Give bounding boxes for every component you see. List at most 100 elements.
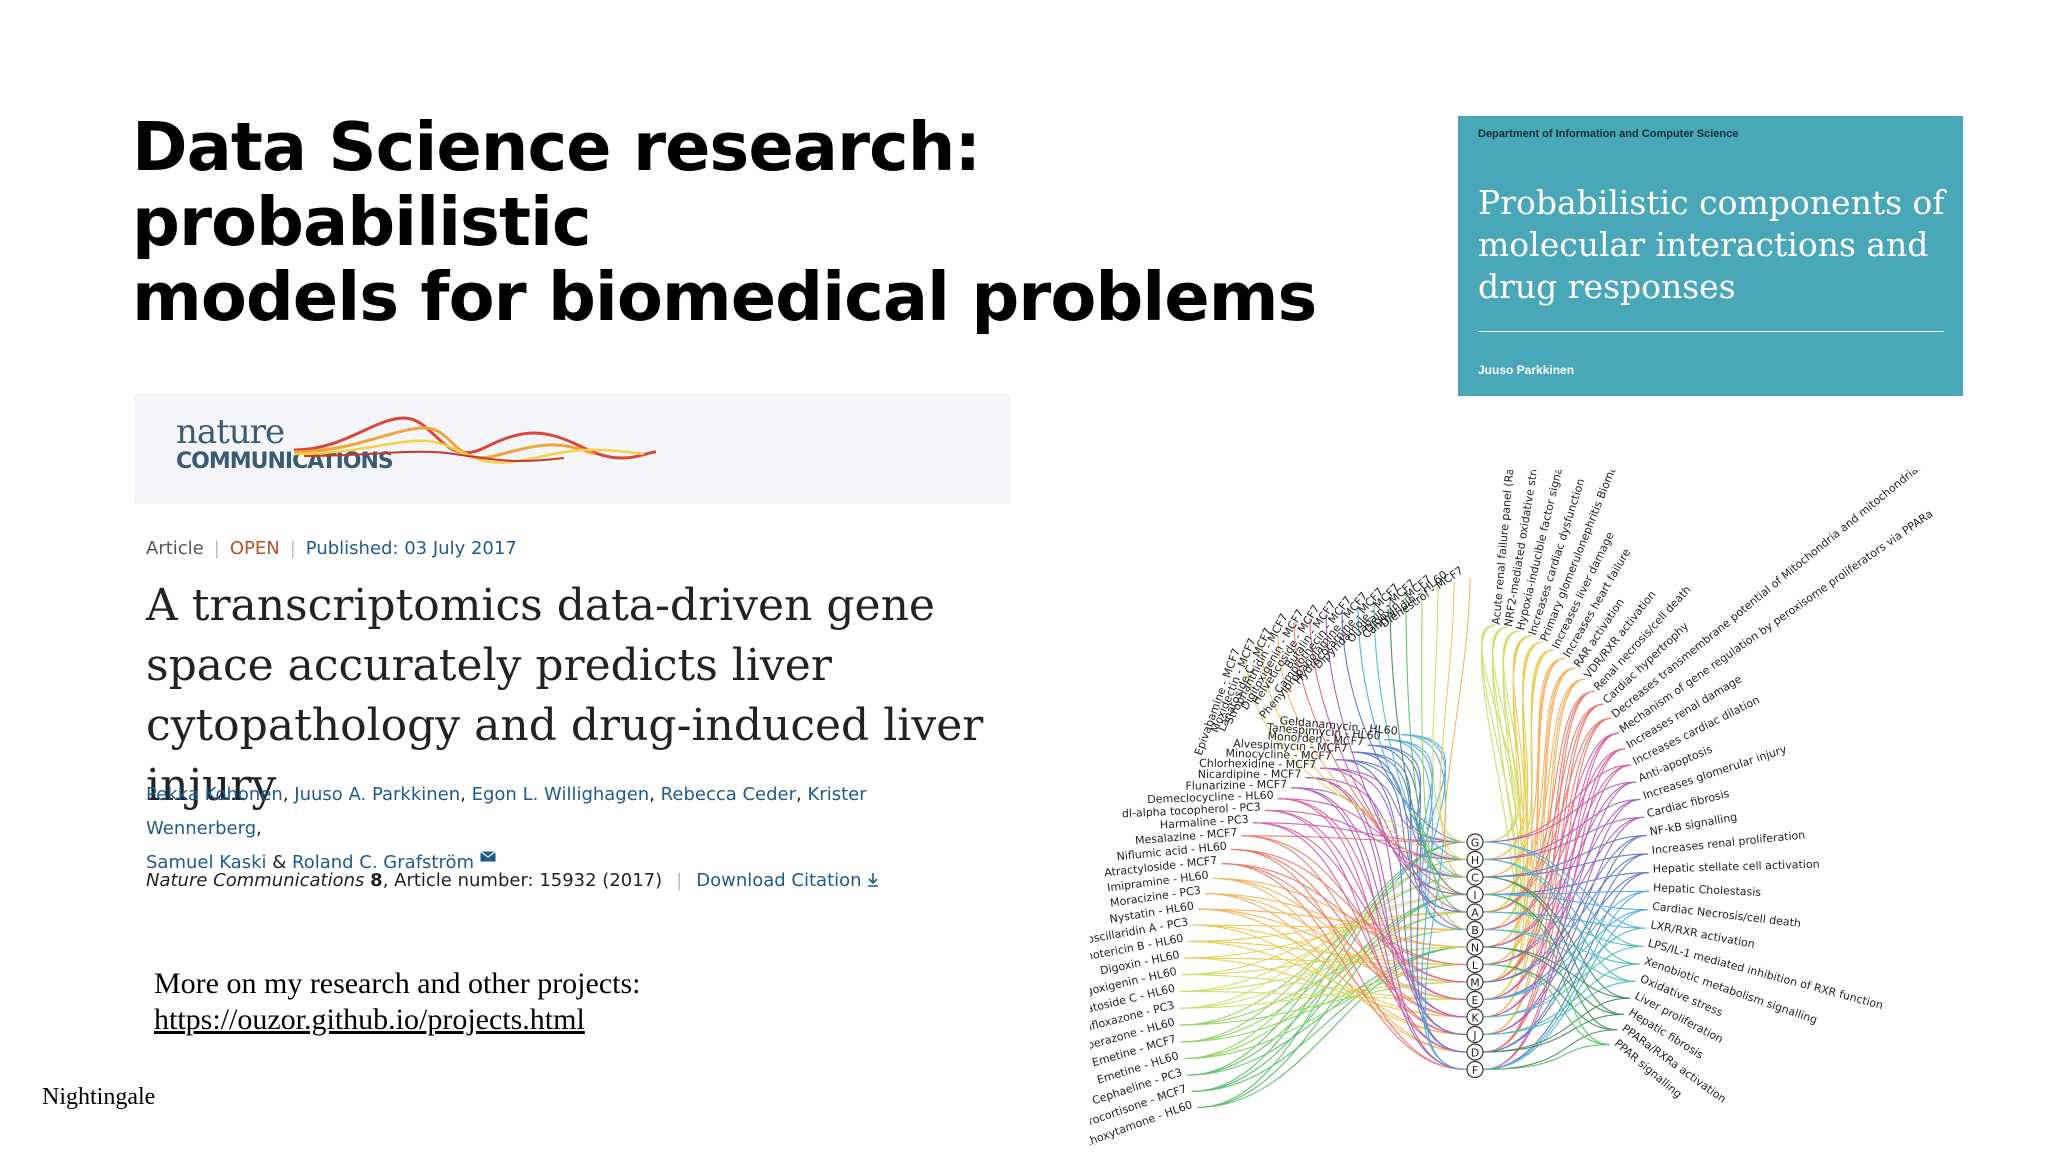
slide-title-line-2: models for biomedical problems (132, 258, 1317, 336)
network-edge (1305, 777, 1468, 1071)
network-edge (1401, 734, 1468, 1071)
network-edge (1373, 601, 1468, 878)
network-node-label: H (1471, 854, 1479, 867)
network-edge (1198, 908, 1468, 983)
network-edge (1482, 890, 1649, 1001)
journal-banner: nature COMMUNICATIONS (134, 394, 1011, 504)
author-link[interactable]: Pekka Kohonen (146, 784, 283, 805)
author-link[interactable]: Krister Wennerberg (146, 784, 867, 839)
network-edge (1252, 822, 1468, 843)
network-edge (1482, 911, 1644, 947)
network-edge (1482, 781, 1637, 843)
network-edge (1482, 667, 1576, 1036)
network-edge (1401, 734, 1468, 931)
download-citation-link[interactable]: Download Citation (696, 870, 879, 891)
cover-title: Probabilistic components of molecular in… (1478, 183, 1945, 306)
journal-logo-nature: nature (176, 412, 285, 452)
network-edge (1482, 626, 1519, 843)
network-edge (1482, 641, 1544, 861)
drug-label: Monorden - MCF7 (1267, 730, 1364, 749)
network-edge (1482, 717, 1612, 1053)
network-edge (1482, 858, 1636, 982)
journal-logo-communications: COMMUNICATIONS (176, 449, 394, 474)
network-edge (1482, 893, 1610, 1046)
network-edge (1293, 621, 1468, 896)
drug-label: Flunarizine - MCF7 (1185, 778, 1287, 793)
network-edges (1179, 577, 1649, 1109)
network-edge (1482, 732, 1619, 931)
journal-logo-waves-icon (293, 416, 657, 464)
mail-icon[interactable] (480, 851, 496, 862)
network-edge (1482, 834, 1647, 983)
network-edge (1482, 816, 1644, 1036)
author-separator: , (256, 818, 262, 839)
network-edge (1482, 678, 1586, 1036)
meta-separator: | (289, 538, 296, 559)
network-edge (1482, 641, 1544, 931)
article-type: Article (146, 538, 204, 559)
citation-separator: | (676, 870, 683, 891)
network-edge (1482, 816, 1644, 861)
network-edge (1191, 946, 1468, 1093)
network-node (1466, 868, 1484, 886)
pathway-label: Hepatic Cholestasis (1653, 881, 1762, 899)
drug-label: Minocycline - MCF7 (1225, 747, 1331, 763)
network-edge (1482, 963, 1610, 1046)
network-edge (1341, 609, 1468, 843)
network-edge (1277, 635, 1468, 878)
network-node (1466, 833, 1484, 851)
network-edge (1482, 876, 1631, 999)
network-node (1466, 920, 1484, 939)
network-edge (1482, 963, 1618, 1031)
network-edge (1444, 577, 1471, 878)
network-edge (1277, 798, 1468, 861)
network-node-label: E (1472, 994, 1479, 1007)
projects-link[interactable]: https://ouzor.github.io/projects.html (154, 1003, 585, 1036)
meta-separator: | (213, 538, 220, 559)
author-separator: , (460, 784, 472, 805)
network-edge (1482, 717, 1612, 913)
author-and: & (266, 852, 292, 873)
network-node-label: K (1471, 1012, 1479, 1025)
author-link[interactable]: Juuso A. Parkkinen (294, 784, 461, 805)
network-edge (1335, 759, 1468, 1036)
author-link[interactable]: Samuel Kaski (146, 852, 267, 873)
network-edge (1482, 635, 1532, 861)
network-edge (1197, 946, 1468, 1109)
network-edge (1482, 703, 1604, 1053)
network-edge (1482, 841, 1647, 929)
article-citation: Nature Communications 8, Article number:… (146, 870, 879, 891)
network-edge (1221, 863, 1468, 966)
network-edge (1482, 748, 1626, 931)
network-edge (1221, 863, 1468, 1071)
network-edge (1482, 946, 1631, 999)
author-separator: , (796, 784, 808, 805)
published-date: Published: 03 July 2017 (305, 538, 517, 559)
network-edge (1482, 764, 1632, 843)
network-edge (1482, 872, 1649, 1001)
network-edge (1179, 990, 1468, 1001)
network-edge (1482, 781, 1637, 948)
network-edge (1221, 863, 1468, 1018)
network-edge (1482, 853, 1649, 878)
network-edge (1482, 649, 1555, 1018)
network-edge (1212, 877, 1468, 1053)
network-edge (1482, 945, 1644, 1018)
author-link[interactable]: Roland C. Grafström (292, 852, 475, 873)
network-edge (1205, 893, 1468, 1053)
network-edge (1187, 911, 1468, 942)
slide-title-line-1: Data Science research: probabilistic (132, 108, 981, 261)
network-edge (1384, 739, 1468, 878)
network-node-label: J (1472, 1029, 1476, 1042)
cover-author: Juuso Parkkinen (1478, 363, 1575, 377)
network-edge (1482, 909, 1648, 1001)
network-node (1466, 990, 1484, 1009)
author-link[interactable]: Egon L. Willighagen (471, 784, 650, 805)
author-separator: , (649, 784, 661, 805)
author-link[interactable]: Rebecca Ceder (660, 784, 797, 805)
thesis-cover: Department of Information and Computer S… (1458, 116, 1963, 396)
network-node (1466, 1043, 1484, 1061)
network-edge (1241, 835, 1468, 1036)
network-edge (1482, 893, 1648, 911)
network-edge (1421, 589, 1468, 931)
